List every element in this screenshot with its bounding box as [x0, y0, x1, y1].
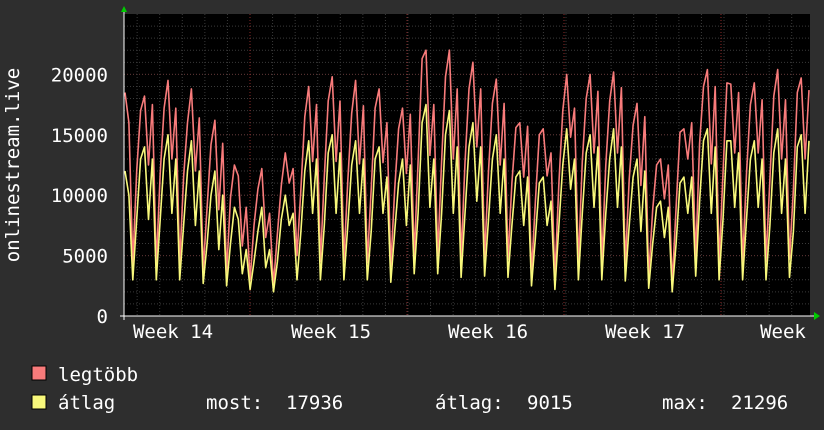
y-tick-label: 0 — [97, 306, 108, 328]
series-layer — [124, 49, 810, 293]
series-line-max — [124, 49, 810, 286]
x-tick-label: Week 14 — [133, 321, 213, 343]
y-tick-labels: 0 5000 10000 15000 20000 — [51, 64, 108, 328]
legend: legtöbb átlag most: 17936 átlag: 9015 ma… — [31, 364, 788, 414]
y-axis-label: onlinestream.live — [2, 68, 24, 262]
stat-max-label: max: — [662, 392, 708, 414]
x-tick-label: Week 16 — [448, 321, 528, 343]
legend-stat-average: átlag: 9015 — [435, 392, 573, 414]
legend-swatch-max — [31, 365, 47, 381]
x-tick-labels: Week 14 Week 15 Week 16 Week 17 Week — [133, 321, 806, 343]
x-tick-label: Week — [760, 321, 806, 343]
x-tick-label: Week 15 — [291, 321, 371, 343]
stat-current-value: 17936 — [286, 392, 343, 414]
stat-average-value: 9015 — [527, 392, 573, 414]
y-tick-label: 15000 — [51, 125, 108, 147]
x-axis-arrow-icon — [814, 312, 820, 320]
legend-label-avg: átlag — [58, 392, 115, 414]
stat-max-value: 21296 — [731, 392, 788, 414]
legend-stat-current: most: 17936 — [206, 392, 343, 414]
y-tick-label: 5000 — [62, 246, 108, 268]
stat-current-label: most: — [206, 392, 263, 414]
legend-swatch-avg — [31, 394, 47, 410]
y-tick-label: 20000 — [51, 64, 108, 86]
y-tick-label: 10000 — [51, 185, 108, 207]
legend-stat-max: max: 21296 — [662, 392, 788, 414]
series-line-avg — [124, 103, 810, 293]
legend-entry-avg: átlag — [31, 392, 115, 414]
y-axis-arrow-icon — [121, 6, 127, 12]
axes — [120, 6, 820, 320]
x-tick-label: Week 17 — [605, 321, 685, 343]
stat-average-label: átlag: — [435, 392, 504, 414]
legend-entry-max: legtöbb — [31, 364, 138, 386]
legend-label-max: legtöbb — [58, 364, 138, 386]
